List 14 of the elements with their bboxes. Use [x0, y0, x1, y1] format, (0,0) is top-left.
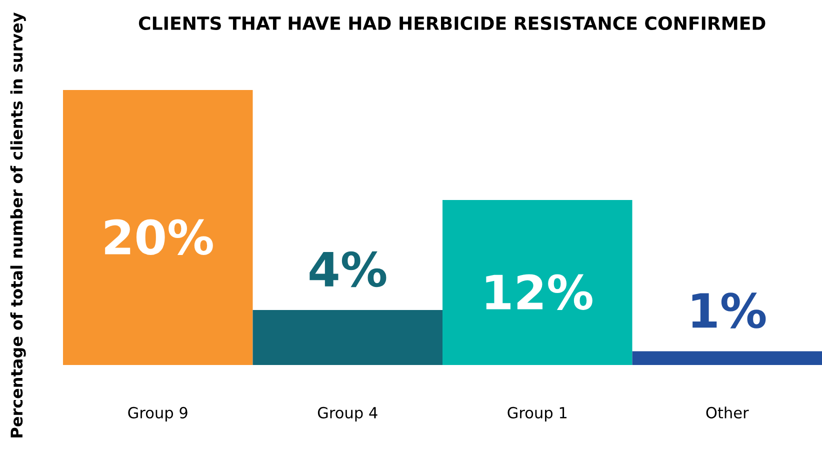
x-tick-label: Group 4 — [318, 406, 378, 422]
bar — [252, 310, 442, 365]
bar — [63, 90, 253, 365]
data-label: 12% — [486, 274, 592, 310]
bar — [632, 351, 822, 365]
data-label: 1% — [692, 292, 766, 328]
x-tick-label: Other — [706, 406, 749, 418]
x-tick-label: Group 1 — [508, 406, 567, 422]
data-label: 4% — [310, 251, 386, 288]
chart-title: CLIENTS THAT HAVE HAD HERBICIDE RESISTANCE CONFIRMED — [138, 16, 766, 30]
bar — [442, 200, 632, 365]
x-tick-label: Group 9 — [128, 406, 188, 422]
y-axis-title: Percentage of total number of clients in survey — [10, 12, 26, 438]
data-label: 20% — [105, 219, 213, 255]
